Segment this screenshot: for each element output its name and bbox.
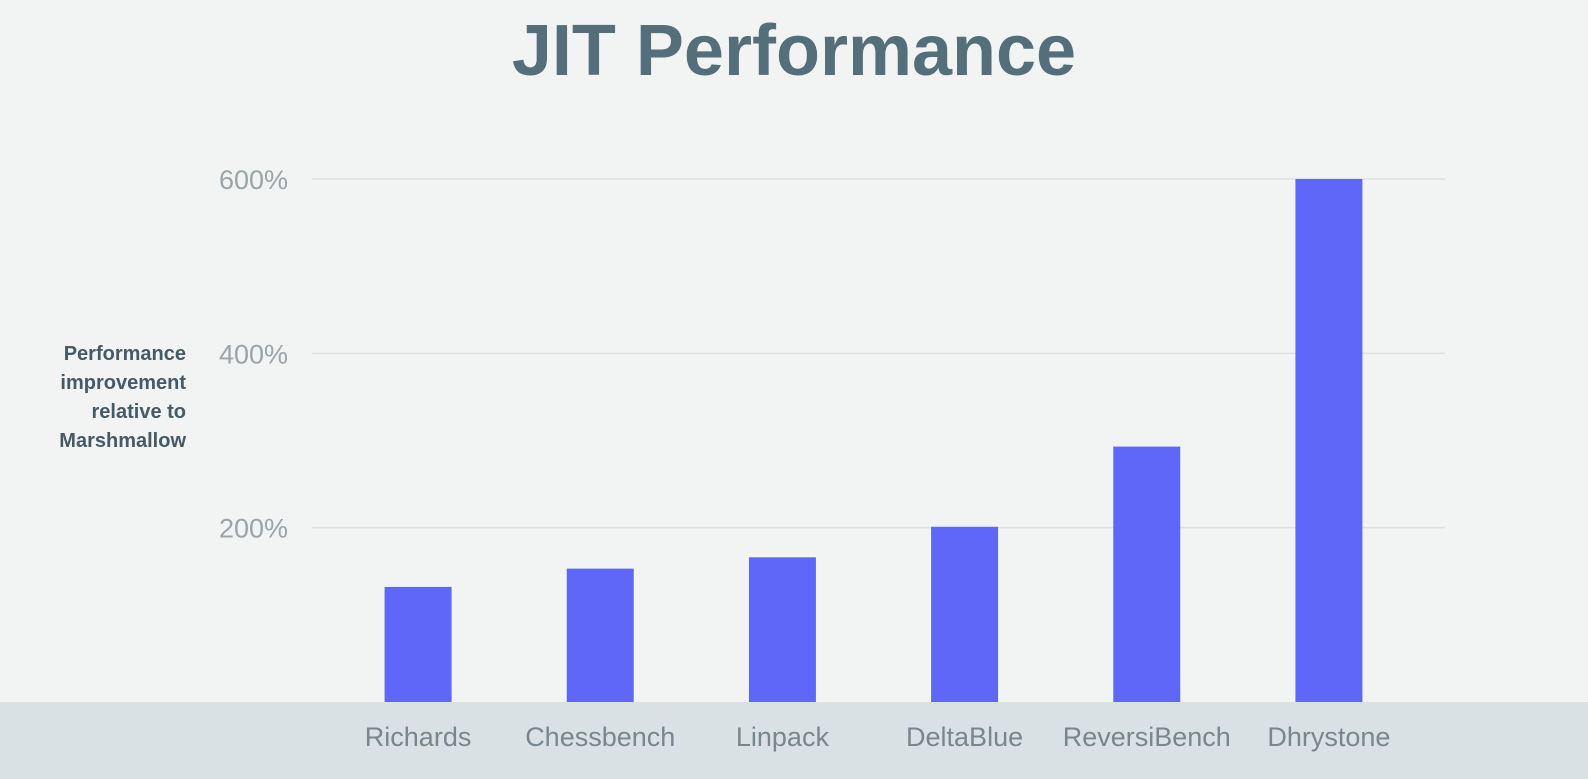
grid-lines xyxy=(312,178,1445,529)
x-tick-labels: Richards Chessbench Linpack DeltaBlue Revers… xyxy=(365,722,1391,752)
x-tick-label: Richards xyxy=(365,722,472,752)
y-axis-label-line: improvement xyxy=(60,372,186,394)
category-axis-band xyxy=(0,702,1588,779)
bar xyxy=(748,557,816,702)
bars xyxy=(384,179,1363,702)
y-tick-label: 200% xyxy=(219,514,288,544)
x-tick-label: Dhrystone xyxy=(1267,722,1390,752)
x-tick-label: Chessbench xyxy=(525,722,675,752)
y-tick-label: 600% xyxy=(219,165,288,195)
x-tick-label: ReversiBench xyxy=(1063,722,1231,752)
y-tick-labels: 200% 400% 600% xyxy=(219,165,288,544)
x-tick-label: Linpack xyxy=(736,722,830,752)
bar xyxy=(384,586,452,702)
bar xyxy=(566,568,634,702)
y-tick-label: 400% xyxy=(219,339,288,369)
bar xyxy=(1295,179,1363,702)
chart-title: JIT Performance xyxy=(511,11,1077,91)
y-axis-label-line: Performance xyxy=(63,343,186,365)
bar xyxy=(1113,446,1181,702)
y-axis-label-line: Marshmallow xyxy=(59,430,186,452)
bar xyxy=(931,526,999,702)
y-axis-label: Performance improvement relative to Mars… xyxy=(10,340,186,456)
y-axis-label-line: relative to xyxy=(91,401,186,423)
x-tick-label: DeltaBlue xyxy=(906,722,1023,752)
